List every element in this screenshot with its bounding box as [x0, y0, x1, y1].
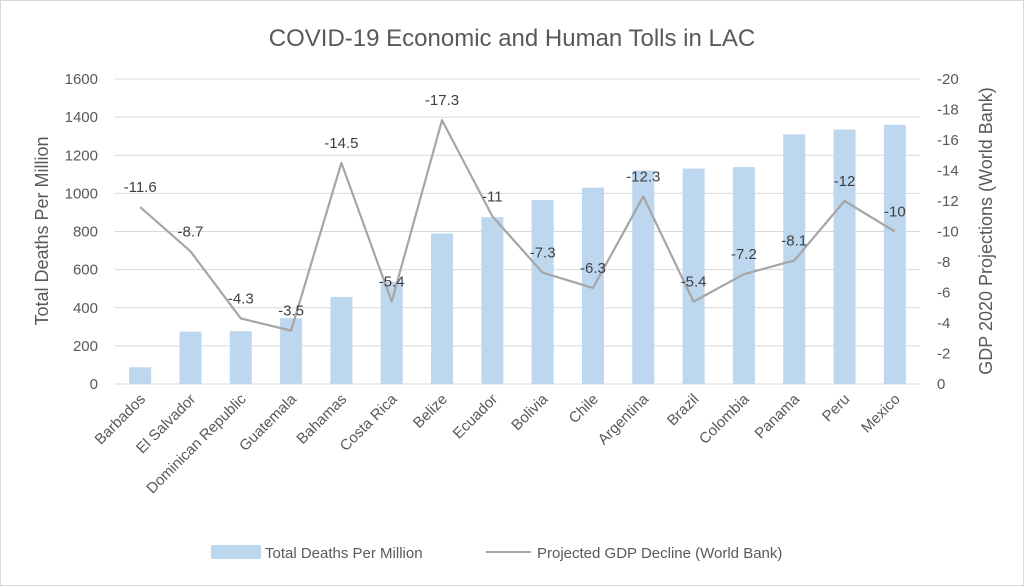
bar: [179, 331, 202, 384]
bar: [380, 282, 403, 384]
bar: [129, 367, 152, 384]
category-label: Chile: [566, 391, 602, 427]
gdp-data-label: -3.5: [278, 303, 304, 320]
legend-label-gdp: Projected GDP Decline (World Bank): [537, 545, 782, 562]
gdp-data-label: -10: [884, 204, 906, 221]
category-label: Peru: [819, 391, 853, 425]
left-tick-label: 1400: [65, 109, 98, 126]
gdp-data-label: -11: [482, 188, 503, 205]
gdp-data-label: -17.3: [425, 92, 459, 109]
left-y-axis: 0 200 400 600 800 1000 1200 1400 1600: [65, 71, 98, 393]
category-label: Brazil: [664, 391, 703, 430]
category-label: Dominican Republic: [143, 390, 250, 497]
chart-title: COVID-19 Economic and Human Tolls in LAC: [269, 25, 755, 52]
gdp-data-label: -12: [834, 173, 856, 190]
left-tick-label: 1200: [65, 147, 98, 164]
bar: [632, 170, 655, 384]
bar: [732, 167, 755, 384]
category-label: Ecuador: [450, 391, 502, 443]
bar: [330, 296, 353, 384]
bar: [531, 200, 554, 384]
left-tick-label: 1000: [65, 185, 98, 202]
bar: [280, 318, 303, 384]
category-label: Bolivia: [508, 390, 552, 434]
gdp-data-label: -7.3: [530, 245, 556, 262]
gdp-data-label: -5.4: [681, 274, 707, 291]
category-label: Argentina: [595, 390, 653, 448]
bar: [229, 331, 252, 384]
right-tick-label: -14: [937, 163, 959, 180]
gdp-data-label: -7.2: [731, 246, 757, 263]
right-y-axis: 0 -2 -4 -6 -8 -10 -12 -14 -16 -18 -20: [937, 71, 959, 393]
right-tick-label: -12: [937, 193, 959, 210]
bar: [481, 217, 504, 384]
bar-series: [129, 124, 906, 384]
category-label: Belize: [410, 391, 451, 432]
left-tick-label: 1600: [65, 71, 98, 88]
legend-swatch-bar: [211, 545, 261, 559]
right-tick-label: -4: [937, 315, 950, 332]
left-axis-title: Total Deaths Per Million: [32, 136, 52, 325]
right-tick-label: -2: [937, 346, 950, 363]
gdp-data-label: -6.3: [580, 260, 606, 277]
gdp-data-label: -4.3: [228, 290, 254, 307]
bar: [883, 124, 906, 384]
right-tick-label: -8: [937, 254, 950, 271]
left-tick-label: 800: [73, 224, 98, 241]
category-label: Colombia: [696, 390, 753, 447]
left-tick-label: 600: [73, 262, 98, 279]
gdp-data-label: -14.5: [324, 135, 358, 152]
left-tick-label: 400: [73, 300, 98, 317]
legend-label-deaths: Total Deaths Per Million: [265, 545, 423, 562]
right-tick-label: -20: [937, 71, 959, 88]
left-tick-label: 200: [73, 338, 98, 355]
legend: Total Deaths Per Million Projected GDP D…: [211, 545, 782, 562]
category-label: Panama: [752, 390, 804, 442]
right-tick-label: -16: [937, 132, 959, 149]
right-tick-label: -10: [937, 224, 959, 241]
bar: [682, 168, 705, 384]
gdp-line: [139, 119, 896, 332]
gdp-data-label: -8.7: [178, 223, 204, 240]
data-labels: -11.6 -8.7 -4.3 -3.5 -14.5 -5.4 -17.3 -11 -7.3 -6…: [124, 92, 906, 319]
right-tick-label: 0: [937, 376, 945, 393]
left-tick-label: 0: [90, 376, 98, 393]
right-tick-label: -6: [937, 285, 950, 302]
bar: [833, 129, 856, 384]
gdp-data-label: -12.3: [626, 168, 660, 185]
gdp-data-label: -5.4: [379, 274, 405, 291]
gdp-data-label: -8.1: [781, 232, 807, 249]
bar: [431, 233, 454, 384]
right-tick-label: -18: [937, 102, 959, 119]
gdp-data-label: -11.6: [124, 179, 157, 196]
line-series: [139, 119, 896, 332]
right-axis-title: GDP 2020 Projections (World Bank): [976, 87, 996, 374]
category-label: Mexico: [858, 391, 904, 437]
